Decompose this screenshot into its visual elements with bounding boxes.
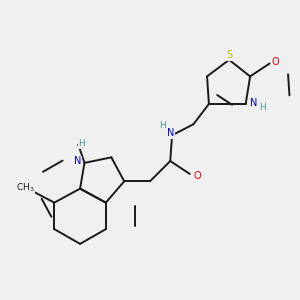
Text: N: N: [167, 128, 174, 138]
Text: CH$_3$: CH$_3$: [16, 182, 34, 194]
Text: N: N: [74, 156, 82, 167]
Text: H: H: [259, 103, 266, 112]
Text: O: O: [193, 171, 201, 181]
Text: N: N: [250, 98, 257, 108]
Text: O: O: [271, 57, 279, 67]
Text: H: H: [79, 139, 85, 148]
Text: H: H: [160, 121, 166, 130]
Text: S: S: [226, 50, 232, 60]
